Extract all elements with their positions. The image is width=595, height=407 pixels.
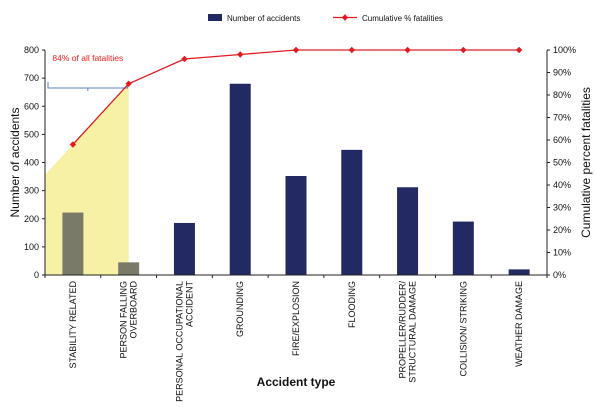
legend-label-accidents: Number of accidents [227, 14, 300, 23]
y2-tick-label: 0% [553, 270, 566, 280]
y2-tick-label: 70% [553, 113, 571, 123]
y-tick-label: 500 [24, 129, 39, 139]
y2-tick-label: 40% [553, 180, 571, 190]
cumulative-marker-0 [69, 141, 77, 148]
x-axis-title: Accident type [257, 375, 336, 389]
y-tick-label: 200 [24, 214, 39, 224]
category-label-7: COLLISION/ STRIKING [458, 281, 468, 377]
y2-tick-label: 60% [553, 135, 571, 145]
y2-tick-label: 20% [553, 225, 571, 235]
y-tick-label: 600 [24, 101, 39, 111]
category-label-6: PROPELLER/RUDDER/STRUCTURAL DAMAGE [398, 281, 418, 383]
y-axis-title: Number of accidents [8, 107, 22, 217]
y2-tick-label: 50% [553, 158, 571, 168]
category-labels: STABILITY RELATED PERSON FALLINGOVERBOARD… [44, 275, 548, 402]
category-label-8: WEATHER DAMAGE [514, 281, 524, 367]
bar-series [62, 83, 530, 275]
left-axis-ticks: 0 100 200 300 400 500 600 700 800 [24, 45, 45, 280]
bar-7 [452, 221, 474, 275]
bar-6 [397, 187, 419, 275]
cumulative-marker-4 [292, 46, 300, 54]
y2-tick-label: 90% [553, 68, 571, 78]
category-label-line: FLOODING [347, 281, 357, 328]
category-label-4: FIRE/EXPLOSION [291, 281, 301, 356]
fatalities-highlight-area [45, 83, 129, 275]
category-label-line: STRUCTURAL DAMAGE [408, 281, 418, 383]
bar-8 [508, 269, 530, 275]
bar-5 [341, 149, 363, 275]
category-label-2: PERSONAL OCCUPATIONALACCIDENT [174, 281, 194, 402]
bar-2 [173, 222, 195, 275]
cumulative-marker-7 [460, 46, 467, 54]
cumulative-marker-2 [181, 55, 188, 63]
legend-swatch-accidents [208, 14, 222, 21]
legend-marker-cumulative [341, 14, 349, 21]
category-label-line: PERSON FALLING [119, 281, 129, 359]
category-label-line: PROPELLER/RUDDER/ [398, 281, 408, 379]
y-tick-label: 100 [24, 242, 39, 252]
y2-tick-label: 10% [553, 248, 571, 258]
bar-0 [62, 212, 84, 275]
category-label-line: GROUNDING [235, 281, 245, 337]
right-axis-ticks: 0% 10% 20% 30% 40% 50% 60% 70% 80% 90% 100% [547, 45, 576, 280]
cumulative-marker-8 [515, 46, 523, 54]
y2-tick-label: 100% [553, 45, 576, 55]
category-label-0: STABILITY RELATED [68, 281, 78, 369]
legend: Number of accidents Cumulative % fatalit… [208, 14, 443, 23]
y-tick-label: 400 [24, 158, 39, 168]
y-tick-label: 800 [24, 45, 39, 55]
y-tick-label: 700 [24, 73, 39, 83]
cumulative-marker-3 [237, 51, 244, 58]
category-label-3: GROUNDING [235, 281, 245, 337]
category-label-line: ACCIDENT [184, 281, 194, 328]
y-tick-label: 0 [34, 270, 39, 280]
cumulative-marker-6 [404, 46, 411, 54]
y2-tick-label: 30% [553, 203, 571, 213]
category-label-line: WEATHER DAMAGE [514, 281, 524, 367]
cumulative-marker-1 [125, 80, 132, 87]
category-label-1: PERSON FALLINGOVERBOARD [119, 281, 139, 359]
bar-4 [285, 176, 307, 275]
annotation-text: 84% of all fatalities [52, 53, 123, 63]
cumulative-line [72, 49, 520, 145]
category-label-line: COLLISION/ STRIKING [458, 281, 468, 377]
bar-1 [118, 262, 140, 275]
cumulative-markers [69, 46, 523, 148]
category-label-5: FLOODING [347, 281, 357, 328]
category-label-line: FIRE/EXPLOSION [291, 281, 301, 356]
y2-axis-title: Cumulative percent fatalities [579, 87, 593, 238]
cumulative-marker-5 [348, 46, 355, 54]
category-label-line: STABILITY RELATED [68, 281, 78, 369]
legend-label-cumulative: Cumulative % fatalities [362, 14, 443, 23]
category-label-line: PERSONAL OCCUPATIONAL [174, 281, 184, 402]
annotation-bracket [47, 82, 129, 91]
bar-3 [229, 83, 251, 275]
category-label-line: OVERBOARD [129, 281, 139, 339]
y-tick-label: 300 [24, 186, 39, 196]
y2-tick-label: 80% [553, 90, 571, 100]
